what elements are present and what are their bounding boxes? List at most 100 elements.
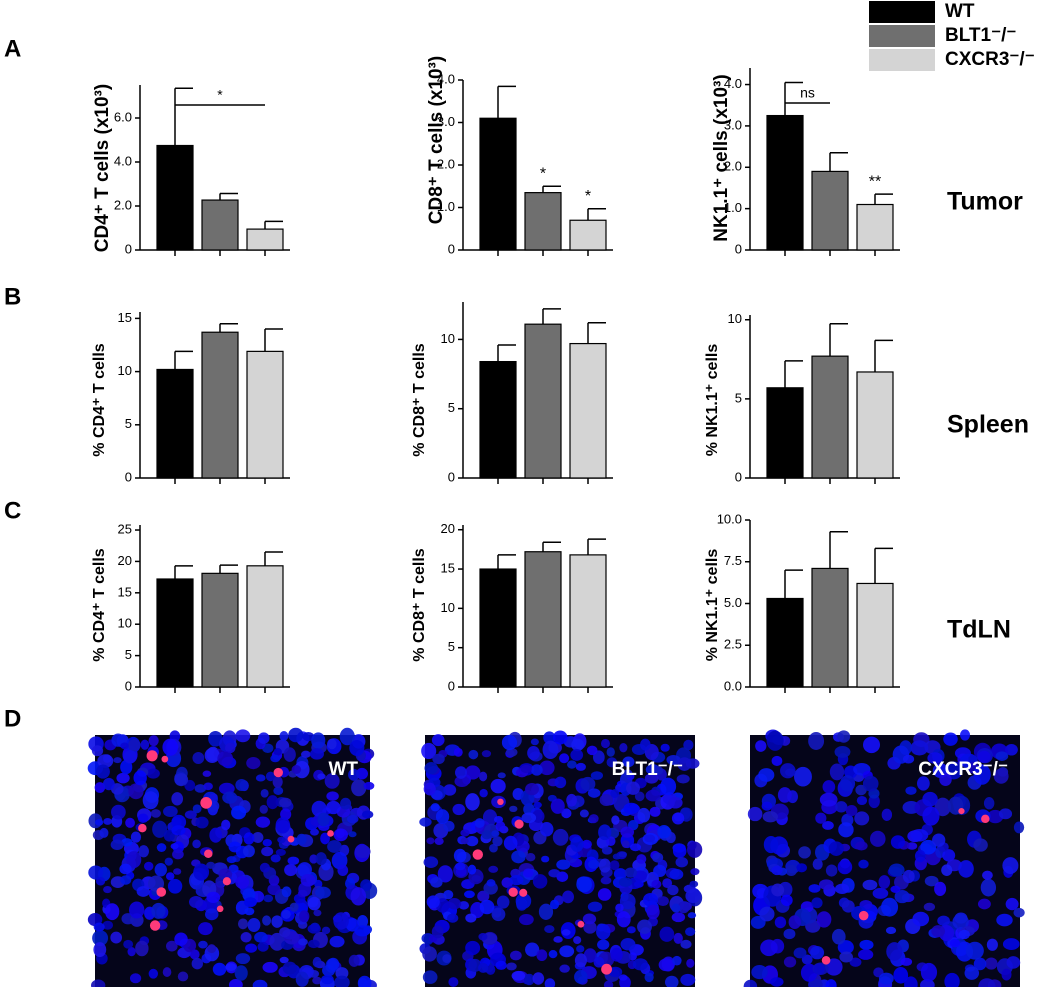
nucleus — [685, 927, 696, 937]
nucleus — [831, 928, 846, 945]
nucleus — [192, 804, 202, 814]
nucleus — [964, 966, 980, 980]
nucleus — [95, 876, 106, 886]
nucleus — [221, 819, 231, 831]
nucleus — [910, 740, 929, 756]
nucleus — [465, 913, 477, 923]
y-tick-label: 15 — [441, 560, 455, 575]
nucleus — [862, 736, 881, 754]
nucleus — [960, 729, 971, 741]
nucleus — [281, 909, 291, 920]
nucleus — [771, 755, 783, 767]
nucleus — [620, 826, 635, 838]
nucleus — [841, 900, 855, 913]
nucleus — [539, 821, 554, 837]
nucleus — [351, 779, 367, 797]
nucleus — [766, 730, 784, 751]
nucleus — [996, 913, 1013, 927]
stained-cell — [222, 877, 231, 886]
stained-cell — [146, 750, 158, 762]
nucleus — [272, 775, 283, 788]
nucleus — [156, 843, 167, 852]
nucleus — [234, 965, 248, 981]
nucleus — [606, 747, 615, 757]
nucleus — [618, 877, 633, 887]
stained-cell — [519, 888, 528, 897]
nucleus — [94, 782, 106, 793]
nucleus — [619, 742, 628, 753]
nucleus — [174, 932, 188, 946]
nucleus — [872, 887, 889, 899]
bar — [811, 355, 849, 479]
nucleus — [536, 949, 548, 962]
nucleus — [478, 962, 489, 973]
nucleus — [228, 864, 239, 874]
image-label: WT — [328, 759, 358, 780]
nucleus — [119, 863, 132, 875]
nucleus — [126, 851, 142, 869]
nucleus — [426, 895, 440, 909]
nucleus — [532, 972, 545, 985]
nucleus — [148, 968, 159, 979]
nucleus — [184, 810, 197, 819]
nucleus — [495, 821, 506, 832]
nucleus — [900, 957, 913, 966]
nucleus — [505, 747, 518, 757]
nucleus — [530, 764, 543, 776]
nucleus — [284, 864, 298, 877]
nucleus — [690, 868, 700, 876]
bar — [811, 170, 849, 251]
nucleus — [859, 939, 874, 950]
nucleus — [204, 908, 219, 921]
nucleus — [206, 891, 221, 904]
nucleus — [596, 923, 611, 940]
nucleus — [243, 897, 257, 908]
nucleus — [642, 892, 659, 907]
nucleus — [491, 830, 500, 837]
nucleus — [598, 858, 611, 873]
nucleus — [273, 786, 284, 795]
nucleus — [423, 856, 439, 868]
nucleus — [315, 852, 327, 866]
nucleus — [582, 913, 597, 925]
nucleus — [309, 748, 324, 760]
nucleus — [660, 743, 670, 752]
nucleus — [497, 772, 506, 779]
nucleus — [509, 805, 518, 813]
nucleus — [885, 926, 897, 935]
panel-letter: B — [4, 283, 21, 310]
nucleus — [686, 841, 703, 858]
nucleus — [455, 766, 467, 779]
nucleus — [270, 754, 281, 763]
nucleus — [340, 797, 352, 810]
nucleus — [177, 971, 189, 982]
nucleus — [653, 864, 667, 877]
nucleus — [977, 750, 991, 763]
stained-cell — [161, 755, 169, 763]
y-tick-label: 25 — [118, 521, 132, 536]
nucleus — [357, 914, 369, 928]
nucleus — [426, 837, 435, 845]
nucleus — [164, 857, 174, 866]
nucleus — [922, 791, 938, 807]
nucleus — [878, 972, 894, 985]
nucleus — [120, 742, 129, 750]
nucleus — [102, 920, 114, 930]
nucleus — [600, 738, 610, 749]
nucleus — [644, 972, 654, 983]
nucleus — [610, 789, 620, 798]
nucleus — [815, 812, 827, 824]
nucleus — [172, 849, 184, 860]
nucleus — [881, 808, 893, 821]
nucleus — [808, 731, 825, 750]
nucleus — [834, 746, 851, 758]
y-tick-label: 7.5 — [724, 553, 742, 568]
nucleus — [254, 931, 268, 943]
nucleus — [556, 859, 571, 870]
bar — [524, 323, 562, 479]
nucleus — [271, 915, 283, 928]
micrograph — [743, 729, 1025, 987]
nucleus — [146, 768, 160, 779]
image-label: BLT1⁻/⁻ — [612, 759, 683, 780]
nucleus — [151, 902, 166, 919]
